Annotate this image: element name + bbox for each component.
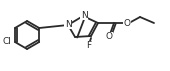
Text: Cl: Cl: [2, 37, 11, 47]
Text: N: N: [81, 11, 87, 20]
Text: N: N: [65, 20, 71, 28]
Text: F: F: [87, 41, 92, 50]
Text: O: O: [106, 33, 113, 41]
Text: O: O: [124, 19, 131, 27]
